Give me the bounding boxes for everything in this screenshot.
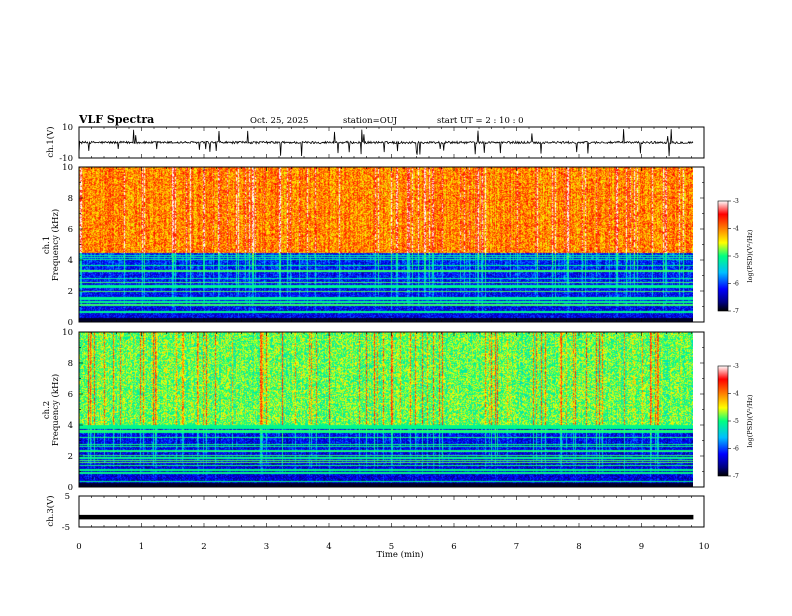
frequency-tick-label: 2 (68, 287, 73, 297)
colorbar-tick-label: -4 (733, 391, 739, 398)
figure-title: VLF Spectra (78, 113, 154, 126)
ch3-waveform-ylabel: ch.3(V) (45, 495, 56, 526)
ch1-colorbar: -3 -4 -5 -6 -7 log(PSD)(V²/Hz) (717, 198, 754, 315)
time-tick-label: 9 (639, 542, 644, 552)
ch2-spectrogram-image (79, 332, 693, 487)
frequency-tick-label: 8 (68, 359, 73, 369)
colorbar-tick-label: -6 (733, 281, 739, 288)
frequency-tick-label: 2 (68, 452, 73, 462)
frequency-tick-label: 8 (68, 194, 73, 204)
ch1-waveform-ylabel: ch.1(V) (45, 126, 56, 157)
ch1-ytick-top: 10 (62, 123, 73, 133)
frequency-tick-label: 4 (68, 256, 73, 266)
frequency-tick-label: 0 (68, 483, 73, 493)
ch3-waveform-frame (78, 495, 705, 528)
time-axis-label: Time (min) (376, 549, 423, 560)
time-tick-label: 1 (139, 542, 144, 552)
ch1-colorbar-ticks: -3 -4 -5 -6 -7 (728, 198, 739, 315)
frequency-tick-label: 6 (68, 225, 73, 235)
time-tick-label: 0 (76, 542, 81, 552)
frequency-tick-label: 6 (68, 390, 73, 400)
colorbar-tick-label: -3 (733, 198, 739, 205)
time-axis-ticks (78, 127, 705, 527)
date-label: Oct. 25, 2025 (250, 116, 308, 126)
ch2-colorbar: -3 -4 -5 -6 -7 log(PSD)(V²/Hz) (717, 363, 754, 480)
ch1-spectrogram-ylabel-frequency: Frequency (kHz) (50, 209, 61, 281)
colorbar-tick-label: -4 (733, 226, 739, 233)
ch3-waveform-panel: 5 -5 ch.3(V) (45, 492, 705, 533)
colorbar-tick-label: -7 (733, 473, 739, 480)
ch2-spectrogram-ylabel-channel: ch.2 (42, 401, 52, 419)
ch3-ytick-top: 5 (65, 492, 70, 502)
ch1-spectrogram-ylabel-channel: ch.1 (42, 236, 52, 254)
ch2-spectrogram-panel: 0 2 4 6 8 10 ch.2 Frequency (kHz) (42, 328, 705, 493)
ch1-waveform-panel: 10 -10 ch.1(V) (45, 123, 705, 164)
station-label: station=OUJ (343, 116, 398, 126)
ch3-ytick-bottom: -5 (62, 523, 70, 533)
time-axis-tick-labels: 0 1 2 3 4 5 6 7 8 9 10 (76, 542, 709, 552)
ch1-spectrogram-image (79, 167, 693, 322)
ch1-spectrogram-panel: 0 2 4 6 8 10 ch.1 Frequency (kHz) (42, 163, 705, 328)
ch1-ytick-bottom: -10 (59, 154, 73, 164)
time-tick-label: 3 (264, 542, 269, 552)
time-tick-label: 2 (201, 542, 206, 552)
ch2-colorbar-label: log(PSD)(V²/Hz) (746, 394, 754, 447)
colorbar-tick-label: -3 (733, 363, 739, 370)
ch2-colorbar-gradient (718, 366, 728, 476)
ch1-colorbar-label: log(PSD)(V²/Hz) (746, 229, 754, 282)
frequency-tick-label: 10 (62, 163, 73, 173)
time-tick-label: 5 (389, 542, 394, 552)
colorbar-tick-label: -5 (733, 253, 739, 260)
time-tick-label: 7 (514, 542, 519, 552)
frequency-tick-label: 4 (68, 421, 73, 431)
ch2-colorbar-ticks: -3 -4 -5 -6 -7 (728, 363, 739, 480)
start-time-label: start UT = 2 : 10 : 0 (437, 116, 524, 126)
ch2-spectrogram-ylabel-frequency: Frequency (kHz) (50, 374, 61, 446)
time-tick-label: 10 (699, 542, 710, 552)
ch1-colorbar-gradient (718, 201, 728, 311)
frequency-tick-label: 10 (62, 328, 73, 338)
colorbar-tick-label: -5 (733, 418, 739, 425)
ch1-waveform-line (78, 129, 694, 157)
frequency-tick-label: 0 (68, 318, 73, 328)
time-tick-label: 6 (451, 542, 456, 552)
colorbar-tick-label: -7 (733, 308, 739, 315)
colorbar-tick-label: -6 (733, 446, 739, 453)
time-tick-label: 8 (576, 542, 581, 552)
ch1-spectrogram-yticks: 0 2 4 6 8 10 (62, 163, 704, 328)
time-tick-label: 4 (326, 542, 331, 552)
ch2-spectrogram-yticks: 0 2 4 6 8 10 (62, 328, 704, 493)
